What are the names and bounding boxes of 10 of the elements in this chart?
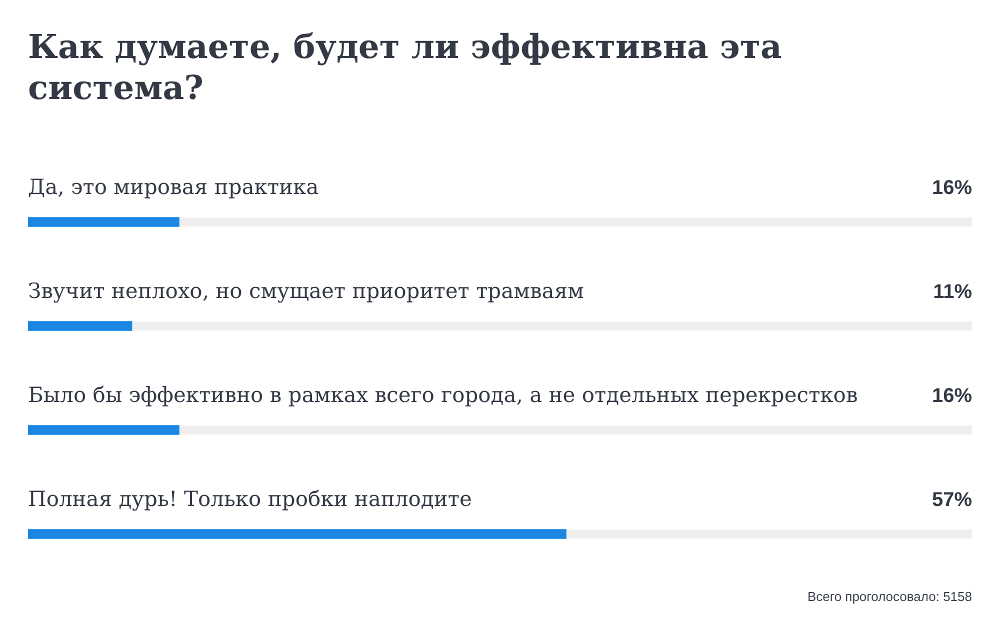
data-label: 11% [933, 281, 972, 303]
chart-title: Как думаете, будет ли эффективна эта система? [28, 26, 783, 108]
y-tick-label: Было бы эффективно в рамках всего города, а не отдельных перекрестков [28, 383, 858, 407]
y-tick-label: Полная дурь! Только пробки наплодите [28, 487, 472, 511]
data-label: 16% [932, 385, 972, 407]
y-tick-label: Да, это мировая практика [28, 175, 319, 199]
y-tick-label: Звучит неплохо, но смущает приоритет трамваям [28, 279, 584, 303]
text: Всего проголосовало: 5158 [807, 589, 972, 604]
data-label: 16% [932, 177, 972, 199]
data-label: 57% [932, 489, 972, 511]
